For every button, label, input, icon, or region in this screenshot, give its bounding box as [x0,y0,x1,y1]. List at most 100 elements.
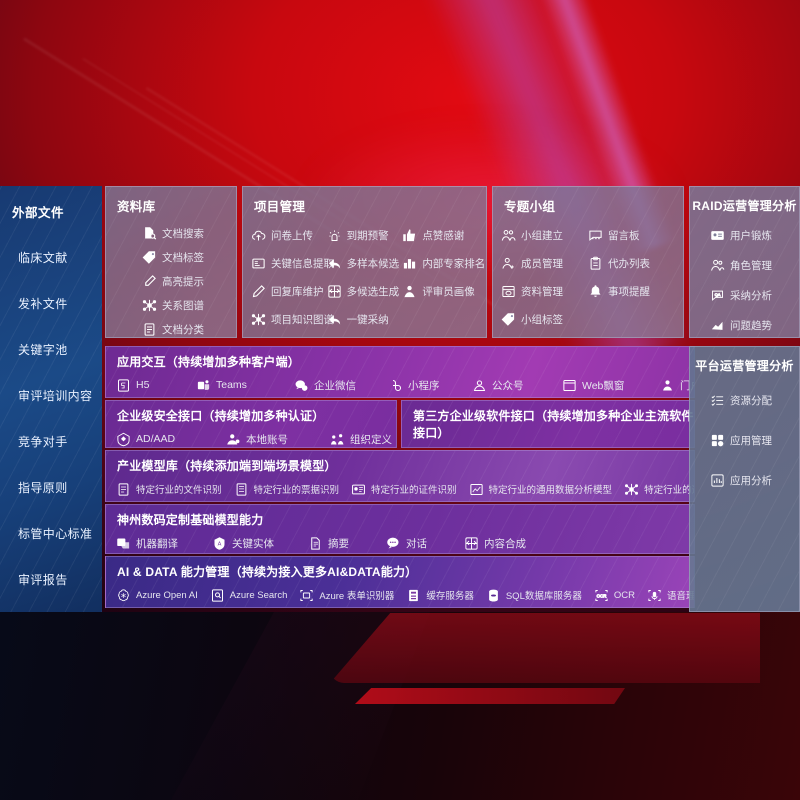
item-material-management[interactable]: 资料管理 [501,277,588,305]
clipboard-icon [588,256,603,271]
speech-icon [647,588,662,603]
item-expert-ranking[interactable]: 内部专家排名 [402,249,485,277]
item-user-training[interactable]: 用户锻炼 [710,220,791,250]
sidebar-item-common-issues[interactable]: 共性问题 [18,603,102,612]
item-like-thanks[interactable]: 点赞感谢 [402,221,478,249]
item-h5[interactable]: H5 [116,371,178,397]
sidebar-item-training-content[interactable]: 审评培训内容 [18,389,93,403]
item-knowledge-graph-model[interactable]: 特定行业的通用知识图谱模型 [624,475,694,501]
sidebar-item-competitors[interactable]: 竞争对手 [18,435,68,449]
item-sql-database[interactable]: SQL数据库服务器 [486,581,582,607]
item-label: 回复库维护 [271,285,324,298]
local-account-icon [226,432,241,447]
item-resource-allocation[interactable]: 资源分配 [710,380,791,420]
sidebar-item-supplement-files[interactable]: 发补文件 [18,297,68,311]
item-key-entity[interactable]: A 关键实体 [212,529,290,553]
item-app-analysis[interactable]: 应用分析 [710,460,791,500]
item-teams[interactable]: Teams [196,371,276,397]
item-highlight-hint[interactable]: 高亮提示 [142,269,228,293]
band-title: 神州数码定制基础模型能力 [117,513,264,527]
band-items: 机器翻译 A 关键实体 摘要 对话 [106,529,694,553]
item-label: 特定行业的文件识别 [136,485,222,496]
sidebar-item-standards[interactable]: 标管中心标准 [18,527,93,541]
sidebar-item-review-report[interactable]: 审评报告 [18,573,68,587]
item-todo-list[interactable]: 代办列表 [588,249,675,277]
item-ad-aad[interactable]: AD/AAD [116,425,208,447]
form-recognizer-icon [299,588,314,603]
trend-chart-icon [710,318,725,333]
item-api-designer[interactable]: API自动化设计器 [420,442,580,447]
item-label: 问卷上传 [271,229,313,242]
item-group-tag[interactable]: 小组标签 [501,305,588,333]
band-industry-models: 产业模型库（持续添加端到端场景模型） 特定行业的文件识别 特定行业的票据识别 [105,450,695,502]
item-project-knowledge-graph[interactable]: 项目知识图谱 [251,305,334,333]
item-item-reminder[interactable]: 事项提醒 [588,277,675,305]
item-receipt-recognition[interactable]: 特定行业的票据识别 [234,475,339,501]
item-label: 用户锻炼 [730,229,772,242]
item-cache-server[interactable]: 缓存服务器 [406,581,474,607]
band-items: AD/AAD 本地账号 组织定义 [106,425,396,447]
item-document-tag[interactable]: 文档标签 [142,245,228,269]
item-one-click-adopt[interactable]: 一键采纳 [327,305,403,333]
item-org-definition[interactable]: 组织定义 [330,425,396,447]
item-summary[interactable]: 摘要 [308,529,368,553]
band-ai-data: AI & DATA 能力管理（持续为接入更多AI&DATA能力） Azure O… [105,556,695,608]
item-label: 特定行业的通用知识图谱模型 [644,485,694,496]
item-label: 一键采纳 [346,313,389,326]
item-group-create[interactable]: 小组建立 [501,221,588,249]
item-miniprogram[interactable]: 小程序 [388,371,454,397]
bell-icon [588,284,603,299]
item-azure-openai[interactable]: Azure Open AI [116,581,198,607]
band-title: 产业模型库（持续添加端到端场景模型） [117,459,337,473]
document-list-icon [142,322,157,337]
item-due-alert[interactable]: 到期预警 [327,221,403,249]
item-reply-library-maintain[interactable]: 回复库维护 [251,277,327,305]
item-id-recognition[interactable]: 特定行业的证件识别 [351,475,457,501]
item-official-account[interactable]: 公众号 [472,371,544,397]
item-app-management[interactable]: 应用管理 [710,420,791,460]
apps-grid-icon [710,433,725,448]
portal-icon [660,378,675,393]
item-azure-search[interactable]: Azure Search [210,581,287,607]
bar-chart-icon [402,256,417,271]
item-issue-trend[interactable]: 问题趋势 [710,310,791,337]
card-items: 用户锻炼 角色管理 QA 采纳分析 问题趋势 [690,220,799,337]
item-chat[interactable]: 对话 [386,529,446,553]
item-role-management[interactable]: 角色管理 [710,250,791,280]
item-web-window[interactable]: Web飘窗 [562,371,642,397]
item-ocr[interactable]: OCR OCR [594,581,635,607]
item-label: 资源分配 [730,394,772,407]
purple-band-stack: 应用交互（持续增加多种客户端） H5 Teams 企业微信 [105,186,695,612]
sidebar-item-guidelines[interactable]: 指导原则 [18,481,68,495]
sidebar-item-keyword-pool[interactable]: 关键字池 [18,343,68,357]
official-account-icon [472,378,487,393]
item-label: 本地账号 [246,433,288,446]
item-message-board[interactable]: 留言板 [588,221,675,249]
sidebar-item-clinical-literature[interactable]: 临床文献 [18,251,68,265]
item-multi-sample-candidate[interactable]: 多样本候选 [327,249,403,277]
item-document-search[interactable]: 文档搜索 [142,221,228,245]
item-speech-understanding[interactable]: 语音理解 [647,581,694,607]
html5-icon [116,378,131,393]
item-label: 点赞感谢 [422,229,465,242]
item-wechat-work[interactable]: 企业微信 [294,371,370,397]
item-relation-graph[interactable]: 关系图谱 [142,293,228,317]
item-label: 组织定义 [350,433,392,446]
item-key-info-extract[interactable]: 关键信息提取 [251,249,334,277]
item-questionnaire-upload[interactable]: 问卷上传 [251,221,327,249]
tag-icon [501,312,516,327]
item-file-recognition[interactable]: 特定行业的文件识别 [116,475,222,501]
item-data-analysis-model[interactable]: 特定行业的通用数据分析模型 [469,475,612,501]
item-reviewer-profile[interactable]: 评审员画像 [402,277,478,305]
item-local-account[interactable]: 本地账号 [226,425,312,447]
item-adoption-analysis[interactable]: QA 采纳分析 [710,280,791,310]
item-machine-translation[interactable]: 机器翻译 [116,529,194,553]
item-multi-candidate-generate[interactable]: 多候选生成 [327,277,403,305]
item-member-management[interactable]: 成员管理 [501,249,588,277]
item-document-classify[interactable]: 文档分类 [142,317,228,337]
item-label: 关键实体 [232,537,274,550]
item-content-synthesis[interactable]: 内容合成 [464,529,548,553]
item-label: 关系图谱 [162,299,204,312]
item-form-recognizer[interactable]: Azure 表单识别器 [299,581,394,607]
